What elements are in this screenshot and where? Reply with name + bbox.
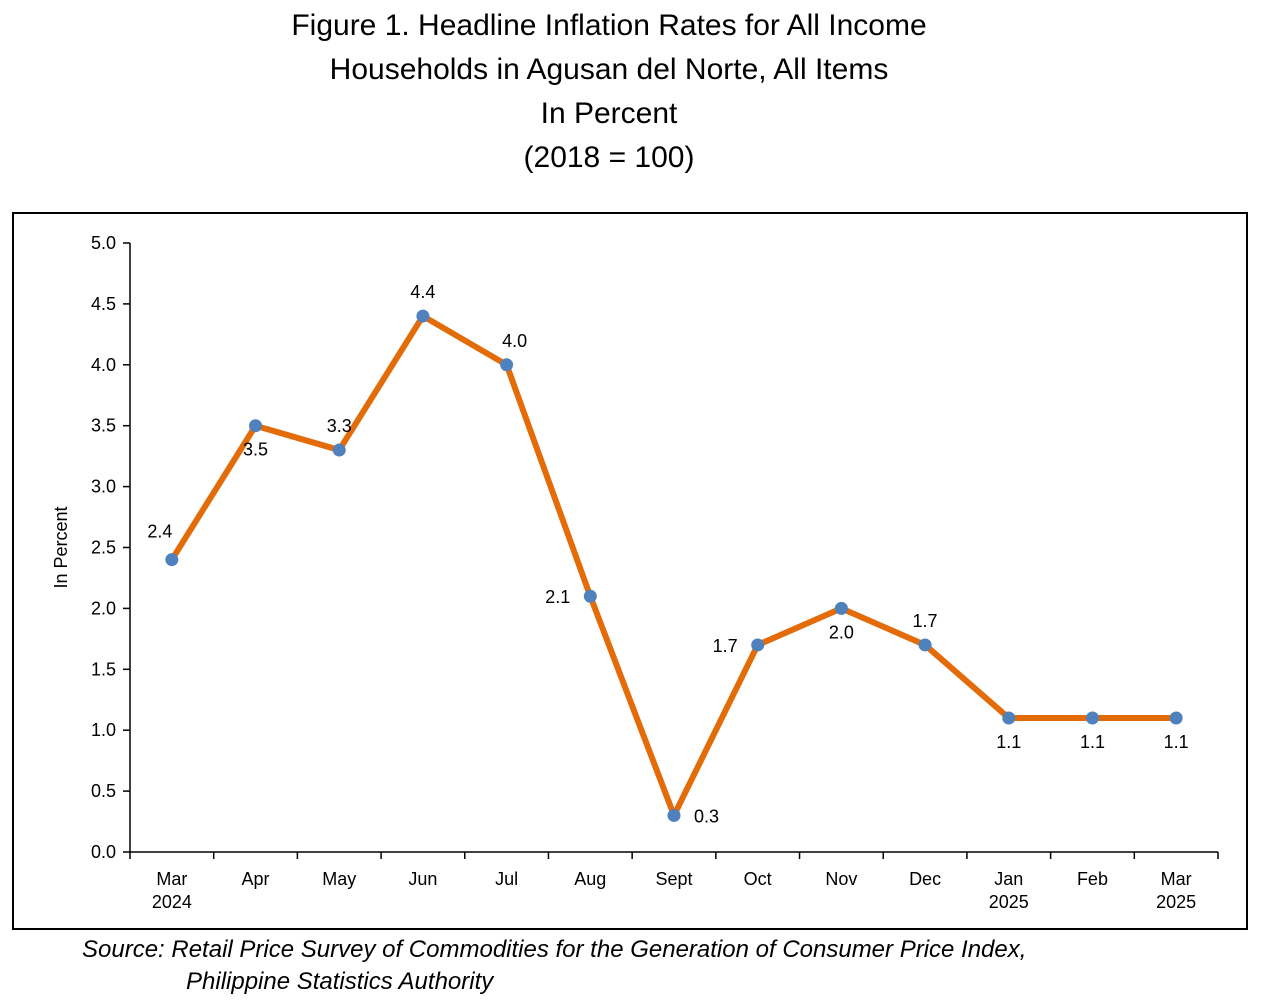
data-label: 1.1 bbox=[1164, 732, 1189, 752]
source-line-1: Source: Retail Price Survey of Commoditi… bbox=[82, 936, 1027, 963]
x-tick-label: Jul bbox=[495, 869, 518, 889]
data-label: 3.3 bbox=[327, 416, 352, 436]
data-point bbox=[1002, 711, 1016, 725]
y-tick-label: 4.0 bbox=[91, 355, 116, 375]
y-tick-label: 5.0 bbox=[91, 233, 116, 253]
data-point bbox=[165, 553, 179, 567]
title-line-3: In Percent bbox=[540, 97, 678, 130]
data-label: 4.0 bbox=[502, 331, 527, 351]
data-point bbox=[667, 808, 681, 822]
data-point bbox=[249, 419, 263, 433]
y-tick-label: 1.0 bbox=[91, 720, 116, 740]
data-label: 0.3 bbox=[694, 806, 719, 826]
y-axis-title: In Percent bbox=[51, 506, 71, 588]
y-tick-label: 0.0 bbox=[91, 842, 116, 862]
x-tick-label: Aug bbox=[574, 869, 606, 889]
chart-frame bbox=[12, 212, 1248, 930]
data-label: 1.1 bbox=[996, 732, 1021, 752]
title-line-2: Households in Agusan del Norte, All Item… bbox=[329, 53, 889, 86]
data-label: 1.1 bbox=[1080, 732, 1105, 752]
y-tick-label: 0.5 bbox=[91, 781, 116, 801]
x-tick-label: Apr bbox=[242, 869, 270, 889]
data-point bbox=[332, 443, 346, 457]
x-tick-label: Dec bbox=[909, 869, 941, 889]
data-point bbox=[1085, 711, 1099, 725]
source-line-2: Philippine Statistics Authority bbox=[186, 968, 494, 995]
title-line-4: (2018 = 100) bbox=[523, 141, 695, 174]
data-label: 3.5 bbox=[243, 440, 268, 460]
y-tick-label: 3.0 bbox=[91, 477, 116, 497]
data-label: 2.0 bbox=[829, 622, 854, 642]
data-point bbox=[834, 601, 848, 615]
data-label: 2.1 bbox=[545, 587, 570, 607]
y-tick-label: 3.5 bbox=[91, 416, 116, 436]
y-tick-label: 2.5 bbox=[91, 538, 116, 558]
x-tick-label: Jun bbox=[408, 869, 437, 889]
series-line bbox=[168, 313, 1180, 819]
data-point bbox=[751, 638, 765, 652]
data-point bbox=[583, 589, 597, 603]
x-tick-label: Sept bbox=[655, 869, 692, 889]
data-label: 1.7 bbox=[713, 636, 738, 656]
data-point bbox=[500, 358, 514, 372]
x-tick-label: Oct bbox=[744, 869, 772, 889]
x-tick-label: Feb bbox=[1077, 869, 1108, 889]
x-tick-label: Mar 2025 bbox=[1156, 869, 1196, 912]
data-label: 1.7 bbox=[913, 611, 938, 631]
title-line-1: Figure 1. Headline Inflation Rates for A… bbox=[291, 9, 927, 42]
x-tick-label: Mar 2024 bbox=[152, 869, 192, 912]
data-label: 4.4 bbox=[410, 282, 435, 302]
y-tick-label: 1.5 bbox=[91, 659, 116, 679]
data-point bbox=[1169, 711, 1183, 725]
x-tick-label: Nov bbox=[825, 869, 857, 889]
data-point bbox=[416, 309, 430, 323]
y-tick-label: 2.0 bbox=[91, 598, 116, 618]
data-point bbox=[918, 638, 932, 652]
x-tick-label: May bbox=[322, 869, 356, 889]
x-tick-label: Jan 2025 bbox=[989, 869, 1029, 912]
data-label: 2.4 bbox=[147, 522, 172, 542]
source-note: Source: Retail Price Survey of Commoditi… bbox=[82, 934, 1026, 998]
y-tick-label: 4.5 bbox=[91, 294, 116, 314]
chart-title: Figure 1. Headline Inflation Rates for A… bbox=[0, 4, 1218, 180]
